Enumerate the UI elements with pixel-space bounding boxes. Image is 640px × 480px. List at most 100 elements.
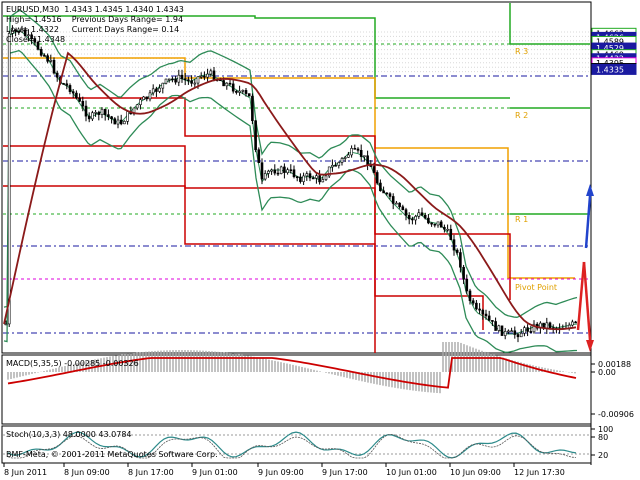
candle-body: [491, 320, 494, 322]
candle-body: [167, 78, 171, 81]
candle-body: [27, 34, 30, 37]
candle-body: [235, 90, 238, 93]
candle-body: [350, 148, 353, 156]
arrow-down-head: [586, 340, 594, 352]
candle-body: [39, 49, 43, 56]
candle-body: [385, 192, 389, 195]
candle-body: [398, 202, 401, 208]
candle-body: [452, 239, 456, 251]
candle-body: [430, 222, 433, 225]
candle-body: [516, 334, 520, 338]
candle-body: [209, 70, 213, 75]
candle-body: [337, 162, 341, 166]
candle-body: [475, 302, 478, 310]
signal-arrows: [576, 184, 594, 352]
info-line-3: Close= 1.4348: [6, 35, 66, 44]
candle-body: [276, 172, 280, 175]
candle-body: [407, 215, 411, 220]
candle-body: [161, 82, 165, 89]
candlesticks: [4, 25, 577, 343]
candle-body: [356, 148, 360, 151]
candle-body: [427, 217, 430, 224]
candle-body: [436, 221, 440, 226]
info-line-2: Low= 1.4322 Current Days Range= 0.14: [6, 25, 180, 34]
resistance-r3-a: [3, 15, 510, 99]
candle-body: [471, 300, 475, 304]
candle-body: [190, 80, 193, 84]
level-price-boxes: 1.46631.46261.45891.45291.44691.44321.43…: [591, 27, 637, 75]
candle-body: [7, 33, 11, 325]
x-tick-label: 10 Jun 01:00: [386, 468, 437, 477]
candle-body: [68, 85, 72, 92]
pivot-label: R 3: [515, 47, 528, 56]
candle-body: [199, 75, 203, 78]
candle-body: [212, 70, 216, 81]
candle-body: [481, 309, 485, 315]
candle-body: [292, 169, 296, 178]
candle-body: [30, 34, 33, 39]
candle-body: [113, 118, 117, 125]
candle-body: [500, 325, 504, 336]
candle-body: [302, 175, 305, 182]
candle-body: [372, 166, 376, 173]
candle-body: [263, 173, 267, 180]
candle-body: [238, 90, 241, 93]
candle-body: [324, 175, 328, 180]
candle-body: [571, 321, 574, 326]
candle-body: [260, 162, 264, 180]
candle-body: [523, 327, 526, 334]
level-box-label: 1.4335: [596, 65, 624, 74]
candle-body: [49, 59, 53, 62]
candle-body: [295, 176, 299, 179]
x-tick-label: 12 Jun 17:30: [514, 468, 565, 477]
candle-body: [411, 218, 414, 221]
candle-body: [462, 266, 465, 280]
candle-body: [257, 149, 261, 164]
candle-body: [308, 173, 312, 179]
ma-line: [3, 51, 577, 331]
stoch-main: [7, 431, 577, 459]
candle-body: [459, 252, 462, 268]
candle-body: [241, 90, 245, 92]
candle-body: [87, 115, 91, 120]
band-upper: [3, 9, 578, 318]
arrow-up-head: [586, 184, 594, 196]
candle-body: [135, 104, 139, 109]
candle-body: [529, 331, 533, 333]
candle-body: [532, 323, 536, 333]
candle-body: [334, 165, 337, 167]
candle-body: [497, 325, 501, 331]
candle-body: [305, 173, 309, 177]
pivot-labels: R 3 R 2 R 1 Pivot Point: [515, 47, 557, 292]
candle-body: [23, 29, 27, 36]
candle-body: [404, 209, 408, 216]
level-box: [591, 63, 637, 75]
symbol-line: EURUSD,M30 1.4343 1.4345 1.4340 1.4343: [6, 5, 184, 14]
candle-body: [155, 88, 158, 92]
candle-body: [494, 321, 497, 331]
candle-body: [391, 196, 395, 204]
candle-body: [222, 80, 225, 87]
copyright: BMF-Meta, © 2001-2011 MetaQuotes Softwar…: [6, 450, 218, 459]
candle-body: [343, 157, 347, 159]
candle-body: [4, 323, 8, 326]
stoch-tick-label: 100: [598, 425, 613, 434]
candle-body: [286, 169, 289, 173]
x-tick-label: 9 Jun 01:00: [192, 468, 238, 477]
candle-body: [420, 212, 424, 216]
candle-body: [375, 172, 379, 184]
candle-body: [100, 108, 104, 115]
candle-body: [151, 88, 155, 94]
candle-body: [487, 315, 491, 321]
candle-body: [17, 31, 21, 33]
candle-body: [363, 155, 366, 158]
candle-body: [110, 116, 113, 120]
macd-tick-label: 0.00: [598, 368, 616, 377]
candle-body: [116, 119, 120, 125]
stoch-label: Stoch(10,3,3) 48.0000 43.0784: [6, 430, 132, 439]
candle-body: [231, 83, 235, 92]
macd-signal: [7, 357, 577, 389]
candle-body: [254, 120, 257, 151]
candle-body: [503, 331, 507, 336]
